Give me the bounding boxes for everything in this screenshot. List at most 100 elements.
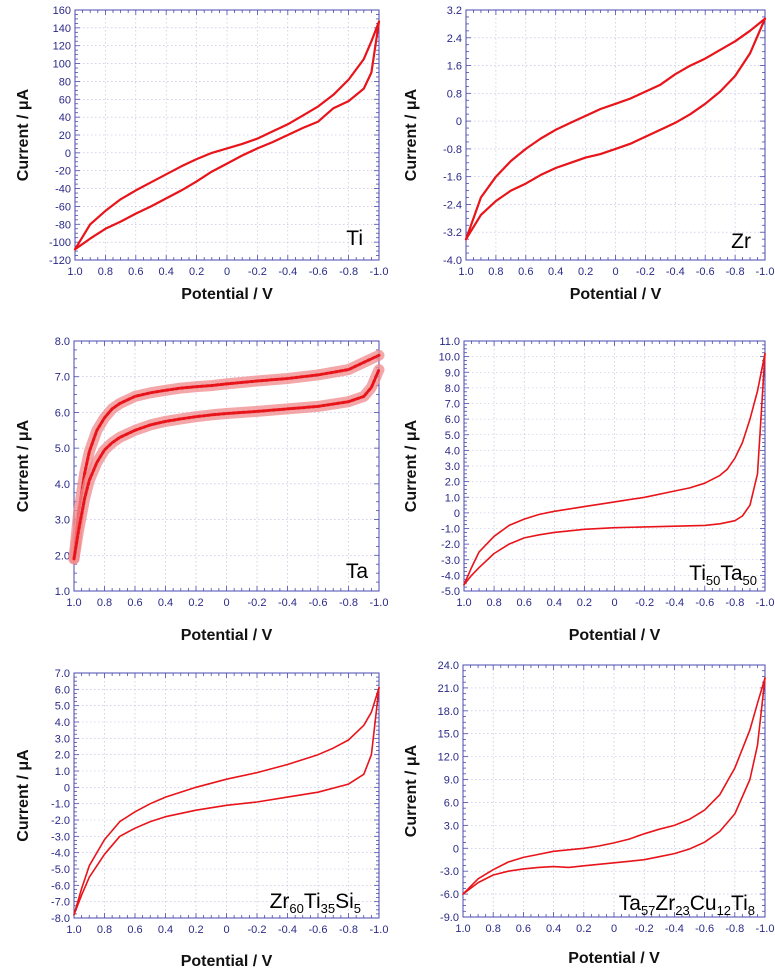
x-tick-label: -0.2	[635, 923, 654, 935]
y-tick-label: 120	[53, 41, 71, 53]
x-tick-label: 0	[224, 266, 230, 278]
x-tick-label: -0.6	[696, 266, 715, 278]
x-tick-label: -0.2	[635, 597, 654, 609]
x-tick-label: 0.6	[517, 597, 532, 609]
x-tick-label: -0.6	[309, 597, 328, 609]
x-axis-title: Potential / V	[569, 627, 661, 644]
x-tick-label: 0.4	[158, 597, 173, 609]
y-tick-label: -1.0	[51, 799, 70, 811]
y-tick-label: 9.0	[445, 367, 460, 379]
y-tick-label: -4.0	[441, 570, 460, 582]
x-tick-label: 0	[611, 923, 617, 935]
y-tick-label: 140	[53, 23, 71, 35]
y-tick-label: 0	[453, 843, 459, 855]
y-tick-label: 9.0	[444, 775, 459, 787]
plot-frame	[73, 340, 380, 592]
x-tick-label: 0.4	[158, 924, 173, 936]
x-tick-label: -1.0	[756, 923, 775, 935]
panel-label: Ta	[346, 560, 369, 583]
y-tick-label: -80	[55, 219, 71, 231]
x-tick-label: -0.6	[309, 924, 328, 936]
y-tick-label: -3.0	[441, 555, 460, 567]
chart-panel-3: 1.0 0.8 0.6 0.4 0.2 0 -0.2 -0.4 -0.6 -0.8 -1.0 1.0 2…	[15, 336, 388, 644]
y-tick-label: -3.2	[443, 227, 462, 239]
y-tick-label: 10.0	[439, 352, 460, 364]
x-tick-label: 0.8	[486, 597, 501, 609]
series-line	[464, 17, 767, 241]
x-tick-label: -0.8	[339, 924, 358, 936]
y-tick-label: 20	[59, 130, 71, 142]
x-tick-label: 0	[223, 597, 229, 609]
x-tick-label: 0.4	[159, 266, 174, 278]
y-tick-label: 6.0	[445, 414, 460, 426]
y-tick-label: 5.0	[445, 430, 460, 442]
chart-panel-1: 1.0 0.8 0.6 0.4 0.2 0 -0.2 -0.4 -0.6 -0.8 -1.0 -120…	[15, 5, 388, 303]
x-tick-label: 0	[223, 924, 229, 936]
x-tick-label: 1.0	[67, 266, 82, 278]
y-tick-label: 1.0	[55, 766, 70, 778]
x-tick-label: 0.2	[188, 597, 203, 609]
x-tick-label: -0.8	[339, 266, 358, 278]
series-line	[73, 686, 380, 916]
series-line	[464, 17, 767, 241]
x-tick-label: -0.8	[726, 266, 745, 278]
plot-frame	[74, 9, 380, 261]
x-tick-label: 0.4	[547, 597, 562, 609]
x-tick-label: 0.4	[546, 923, 561, 935]
chart-panel-4: 1.0 0.8 0.6 0.4 0.2 0 -0.2 -0.4 -0.6 -0.8 -1.0 -5.0…	[403, 336, 774, 644]
panel-label: Zr	[731, 230, 751, 253]
x-tick-label: -0.2	[248, 597, 267, 609]
x-tick-label: -1.0	[756, 266, 775, 278]
y-tick-label: -1.0	[441, 524, 460, 536]
y-tick-label: 1.0	[55, 586, 70, 598]
y-tick-label: -5.0	[441, 586, 460, 598]
y-tick-label: -5.0	[51, 864, 70, 876]
x-tick-label: -0.6	[695, 923, 714, 935]
x-tick-label: 1.0	[66, 924, 81, 936]
x-tick-label: 1.0	[455, 923, 470, 935]
y-tick-label: 3.0	[55, 733, 70, 745]
x-tick-label: 0.8	[98, 266, 113, 278]
panel-label: Ti	[346, 227, 363, 250]
series-line	[73, 20, 381, 251]
x-tick-label: -0.4	[665, 597, 684, 609]
y-tick-label: 8.0	[445, 383, 460, 395]
x-tick-label: 1.0	[66, 597, 81, 609]
y-tick-label: 12.0	[438, 752, 459, 764]
y-tick-label: 4.0	[55, 479, 70, 491]
plot-frame	[463, 340, 766, 592]
series-line	[462, 677, 766, 895]
x-tick-label: -0.4	[278, 924, 297, 936]
y-tick-label: 160	[53, 5, 71, 17]
x-tick-label: -0.2	[248, 266, 267, 278]
y-tick-label: 0	[456, 116, 462, 128]
y-tick-label: 6.0	[444, 797, 459, 809]
x-tick-label: -0.4	[278, 597, 297, 609]
x-tick-label: 0.8	[97, 597, 112, 609]
y-tick-label: 1.0	[445, 492, 460, 504]
x-tick-label: 0.6	[518, 266, 533, 278]
y-tick-label: 7.0	[55, 372, 70, 384]
y-tick-label: 8.0	[55, 336, 70, 348]
x-tick-label: -0.4	[278, 266, 297, 278]
x-tick-label: -0.8	[725, 923, 744, 935]
x-tick-label: 0.6	[516, 923, 531, 935]
y-tick-label: -3.0	[51, 831, 70, 843]
y-tick-label: 1.6	[447, 61, 462, 73]
y-tick-label: 4.0	[445, 445, 460, 457]
series-line	[463, 352, 766, 586]
y-tick-label: -2.0	[441, 539, 460, 551]
y-tick-label: -0.8	[443, 144, 462, 156]
y-tick-label: 6.0	[55, 407, 70, 419]
chart-panel-5: 1.0 0.8 0.6 0.4 0.2 0 -0.2 -0.4 -0.6 -0.8 -1.0 -8.0…	[15, 668, 388, 970]
y-tick-label: -40	[55, 184, 71, 196]
y-tick-label: -3.0	[440, 866, 459, 878]
x-tick-label: 0	[611, 597, 617, 609]
y-tick-label: -60	[55, 201, 71, 213]
y-tick-label: -4.0	[443, 255, 462, 267]
y-tick-label: -100	[49, 237, 71, 249]
y-tick-label: 18.0	[438, 706, 459, 718]
y-axis-title: Current / μA	[403, 419, 420, 512]
panel-label: Ta57Zr23Cu12Ti8	[619, 892, 755, 918]
y-tick-label: 0	[65, 148, 71, 160]
